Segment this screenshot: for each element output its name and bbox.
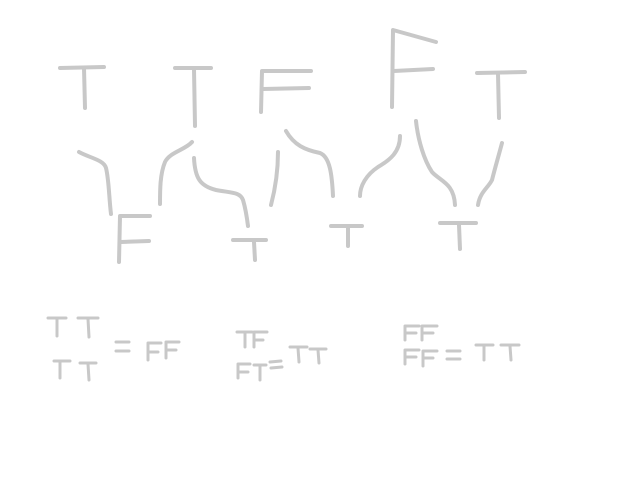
connector-1	[77, 150, 113, 216]
top-letter-t-2	[173, 66, 213, 128]
connector-5	[284, 129, 335, 198]
second-letter-t-1	[231, 238, 268, 262]
connector-3	[192, 156, 250, 228]
second-letter-f	[117, 214, 152, 264]
equation-1	[46, 316, 181, 382]
equation-2	[235, 330, 328, 382]
connector-4	[269, 150, 280, 207]
connector-6	[358, 134, 402, 198]
top-letter-t-3	[475, 70, 527, 120]
connector-8	[476, 141, 504, 207]
connector-2	[158, 140, 194, 206]
second-letter-t-2	[329, 224, 364, 248]
second-letter-t-3	[438, 221, 478, 251]
equation-3	[403, 324, 521, 368]
top-letter-f-2	[390, 28, 438, 109]
top-letter-f-1	[259, 69, 313, 114]
connector-7	[414, 119, 457, 207]
top-letter-t-1	[58, 65, 106, 110]
